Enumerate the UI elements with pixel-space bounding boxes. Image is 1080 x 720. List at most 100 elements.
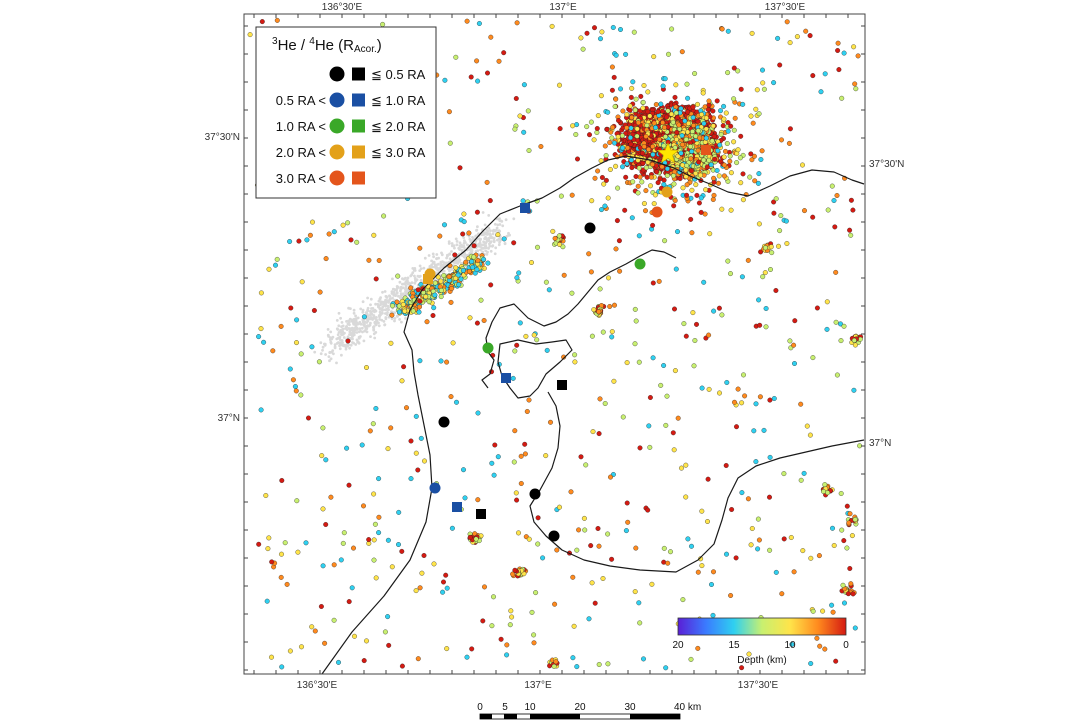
earthquake-event [690,129,695,134]
background-event [469,240,473,243]
earthquake-event [456,282,462,288]
earthquake-event [779,137,784,143]
earthquake-event [767,547,773,553]
earthquake-event [605,109,611,115]
background-event [400,320,403,324]
earthquake-event [665,108,671,114]
background-event [480,243,484,247]
background-event [360,326,364,330]
earthquake-event [690,104,696,110]
background-event [431,252,435,256]
background-event [330,350,334,354]
background-event [411,267,415,270]
earthquake-event [588,119,594,125]
earthquake-event [603,153,609,158]
earthquake-event [721,173,727,179]
earthquake-event [584,124,590,130]
background-event [403,282,407,286]
earthquake-event [662,76,668,82]
earthquake-event [645,89,651,95]
earthquake-event [643,165,649,171]
background-event [361,300,365,304]
background-event [380,300,383,304]
background-event [393,319,396,323]
background-event [481,232,484,236]
background-event [371,307,375,310]
earthquake-event [438,287,444,293]
background-event [418,269,422,272]
background-event [381,309,384,312]
earthquake-event [639,179,645,185]
earthquake-event [619,133,625,139]
earthquake-event [683,167,689,173]
background-event [329,338,332,342]
earthquake-event [658,101,664,107]
earthquake-event [609,64,615,70]
background-event [487,239,491,243]
background-event [494,246,498,250]
earthquake-event [628,157,634,163]
background-event [377,324,381,328]
earthquake-event [643,133,649,139]
background-event [483,237,486,241]
background-event [361,319,365,323]
earthquake-event [717,390,722,396]
earthquake-event [602,143,608,149]
earthquake-event [716,180,721,186]
background-event [498,217,501,221]
earthquake-event [703,135,709,141]
background-event [369,317,372,321]
earthquake-event [385,614,391,620]
earthquake-event [612,140,617,146]
earthquake-event [732,115,738,121]
earthquake-event [611,74,617,80]
earthquake-event [475,258,481,264]
background-event [450,250,453,253]
earthquake-event [664,114,670,120]
earthquake-event [620,108,626,114]
background-event [455,240,459,243]
earthquake-event [731,139,737,145]
background-event [384,316,388,319]
background-event [338,344,341,348]
earthquake-event [718,132,724,137]
earthquake-event [438,278,444,284]
earthquake-event [581,515,587,521]
background-event [479,248,482,252]
earthquake-event [453,265,459,271]
earthquake-event [714,98,720,104]
background-event [499,238,503,242]
earthquake-event [733,555,739,561]
earthquake-event [408,285,414,291]
earthquake-event [731,96,737,102]
earthquake-event [471,254,477,260]
earthquake-event [740,197,746,203]
earthquake-event [804,423,810,429]
earthquake-event [673,82,679,88]
background-event [343,331,346,335]
earthquake-event [638,93,644,99]
earthquake-event [448,299,454,305]
earthquake-event [489,623,495,629]
background-event [347,319,350,323]
background-event [387,315,391,319]
earthquake-event [415,467,421,473]
background-event [408,283,412,287]
background-event [382,320,386,323]
earthquake-event [732,399,737,405]
background-event [413,274,416,278]
earthquake-event [664,166,670,172]
earthquake-event [710,197,716,202]
background-event [369,303,372,307]
earthquake-event [679,142,685,148]
background-event [391,277,394,281]
background-event [434,267,438,270]
background-event [349,333,353,336]
background-event [375,320,378,324]
background-event [498,229,502,233]
background-event [458,241,462,245]
background-event [393,317,397,320]
earthquake-event [760,274,766,280]
background-event [489,249,493,253]
earthquake-event [662,238,668,244]
